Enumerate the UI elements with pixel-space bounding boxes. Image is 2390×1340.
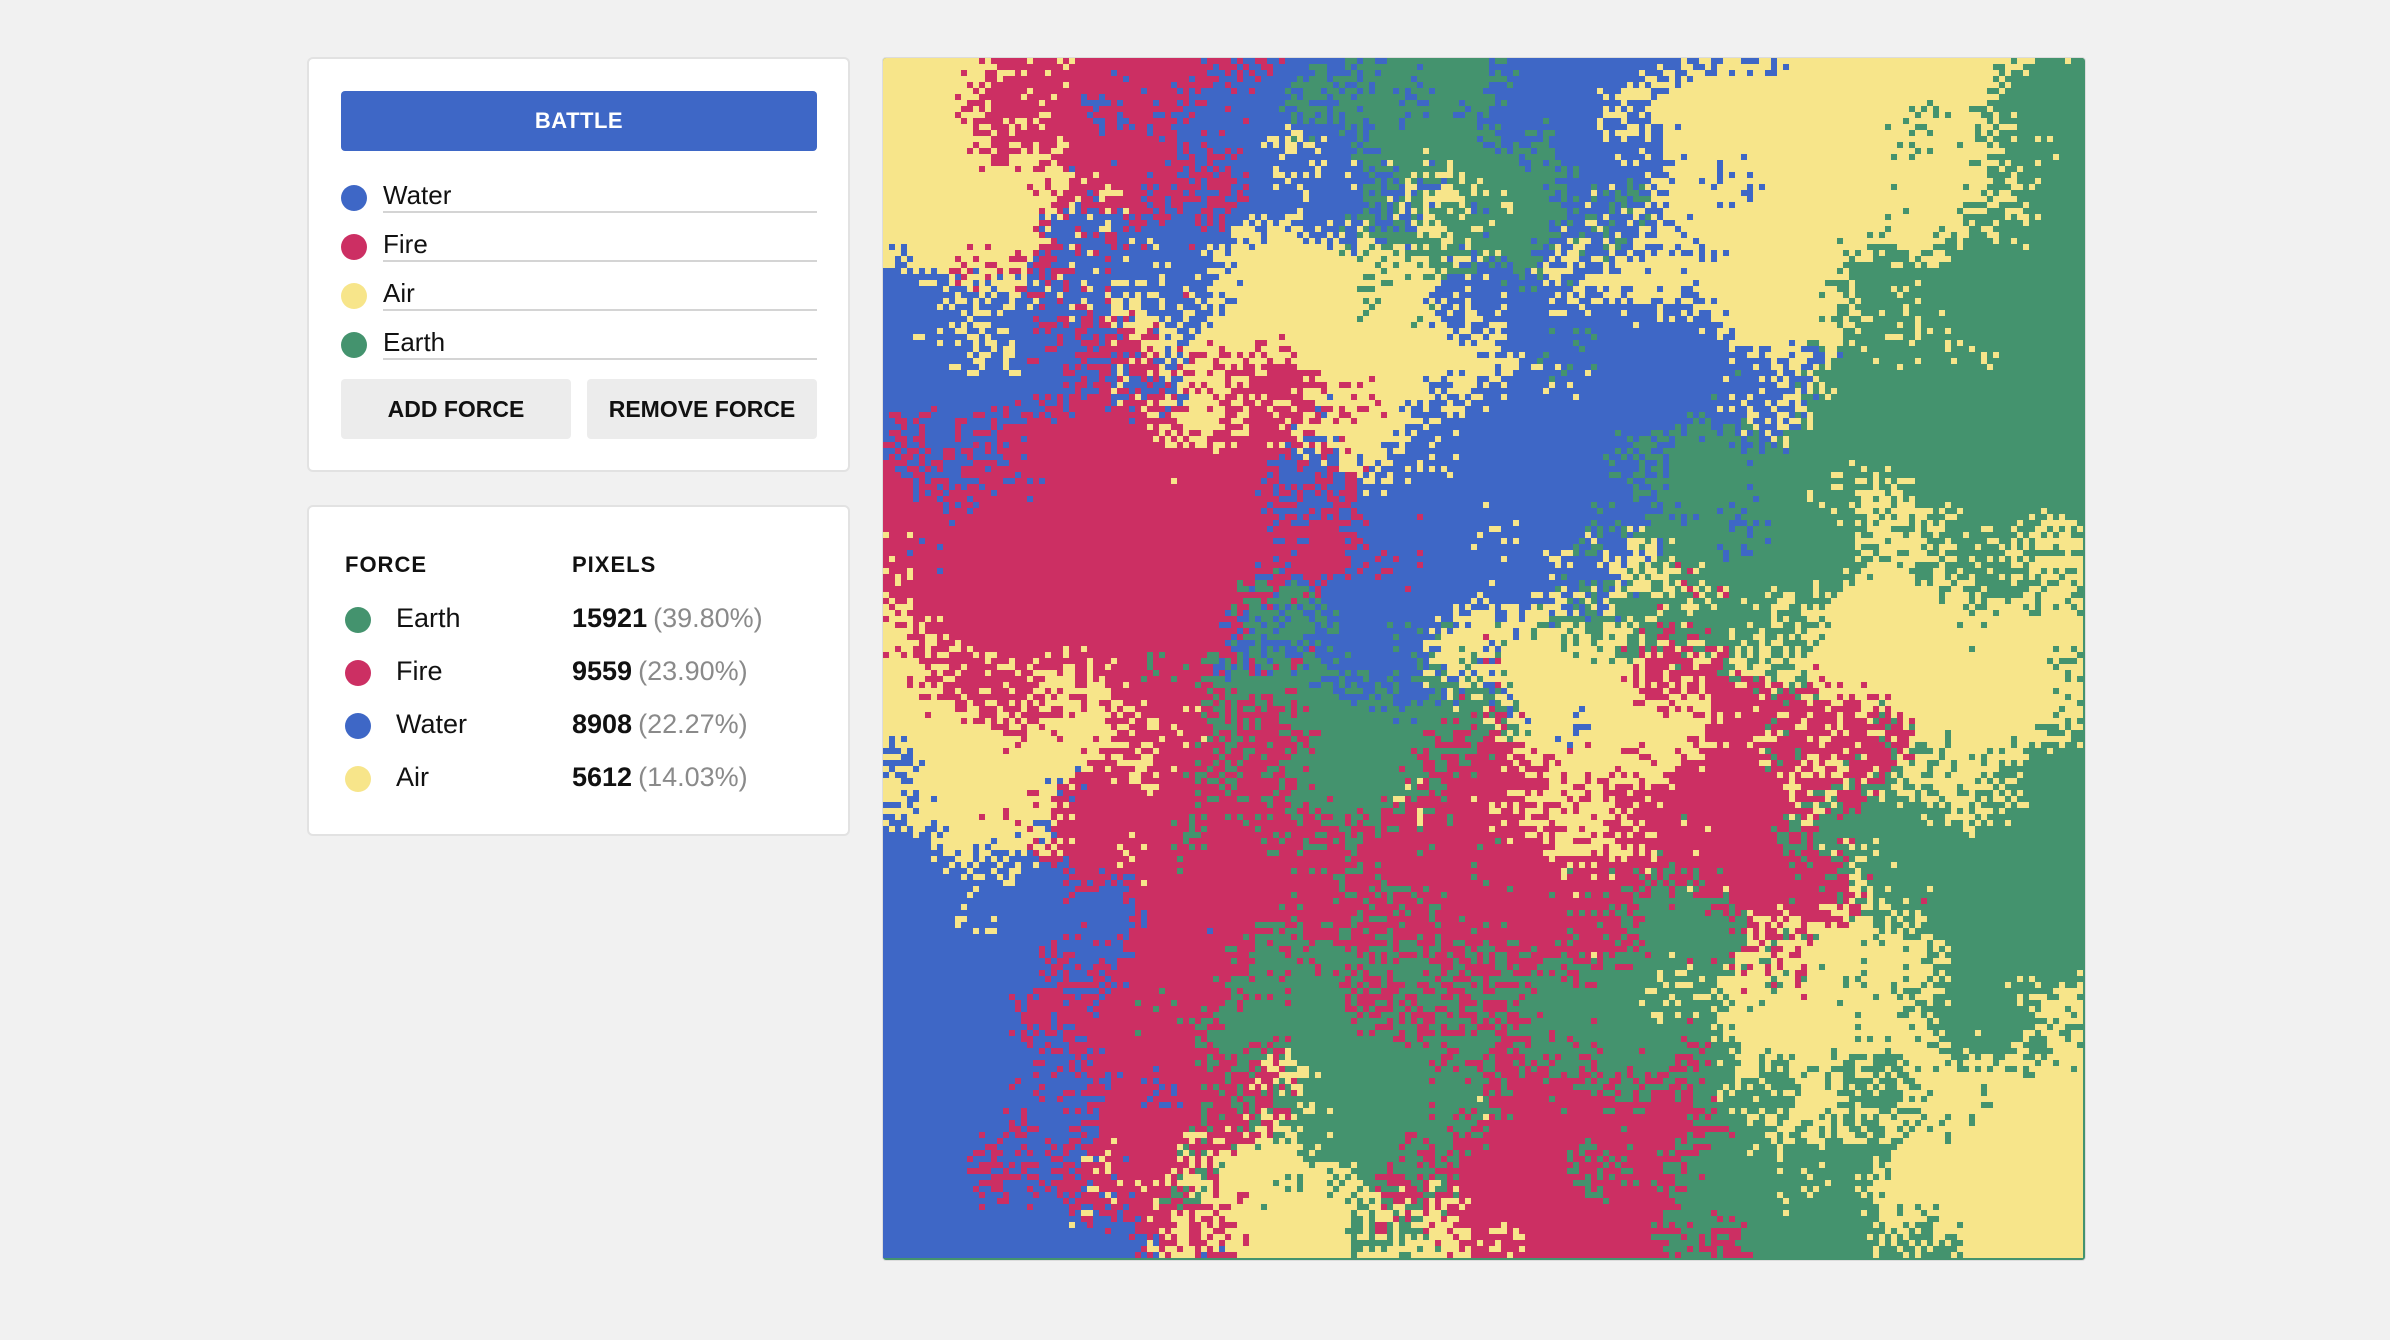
earth-color-dot[interactable] xyxy=(341,332,367,358)
force-name-input-fire[interactable] xyxy=(383,218,817,262)
stats-panel: FORCE PIXELS Earth 15921 (39.80%) Fire 95… xyxy=(307,505,850,836)
stat-force-name: Air xyxy=(396,762,429,792)
controls-panel: BATTLE ADD FORCE REMOVE FORCE xyxy=(307,57,850,472)
stat-pixel-count: 9559 (23.90%) xyxy=(572,656,748,686)
stat-row-water: Water 8908 (22.27%) xyxy=(309,705,848,745)
stat-force-name: Earth xyxy=(396,603,461,633)
stat-row-fire: Fire 9559 (23.90%) xyxy=(309,652,848,692)
force-item-air xyxy=(341,267,817,316)
air-color-dot[interactable] xyxy=(341,283,367,309)
battle-button[interactable]: BATTLE xyxy=(341,91,817,151)
battlefield-canvas[interactable] xyxy=(882,57,2086,1261)
force-item-earth xyxy=(341,316,817,365)
stat-row-earth: Earth 15921 (39.80%) xyxy=(309,599,848,639)
stat-percentage: (22.27%) xyxy=(638,709,748,739)
force-column-header: FORCE xyxy=(345,552,427,577)
fire-color-dot[interactable] xyxy=(341,234,367,260)
force-name-input-air[interactable] xyxy=(383,267,817,311)
stat-force-name: Water xyxy=(396,709,468,739)
air-dot xyxy=(345,766,371,792)
stat-pixel-count: 5612 (14.03%) xyxy=(572,762,748,792)
water-dot xyxy=(345,713,371,739)
stat-percentage: (39.80%) xyxy=(653,603,763,633)
force-list xyxy=(341,169,817,365)
stat-pixel-count: 15921 (39.80%) xyxy=(572,603,763,633)
earth-dot xyxy=(345,607,371,633)
stat-percentage: (14.03%) xyxy=(638,762,748,792)
stat-row-air: Air 5612 (14.03%) xyxy=(309,758,848,798)
pixels-column-header: PIXELS xyxy=(572,552,657,577)
stat-pixel-count: 8908 (22.27%) xyxy=(572,709,748,739)
stat-force-name: Fire xyxy=(396,656,443,686)
remove-force-button[interactable]: REMOVE FORCE xyxy=(587,379,817,439)
add-force-button[interactable]: ADD FORCE xyxy=(341,379,571,439)
force-name-input-water[interactable] xyxy=(383,169,817,213)
stat-percentage: (23.90%) xyxy=(638,656,748,686)
fire-dot xyxy=(345,660,371,686)
battle-pixel-grid[interactable] xyxy=(883,58,2083,1258)
water-color-dot[interactable] xyxy=(341,185,367,211)
force-name-input-earth[interactable] xyxy=(383,316,817,360)
force-item-fire xyxy=(341,218,817,267)
force-item-water xyxy=(341,169,817,218)
